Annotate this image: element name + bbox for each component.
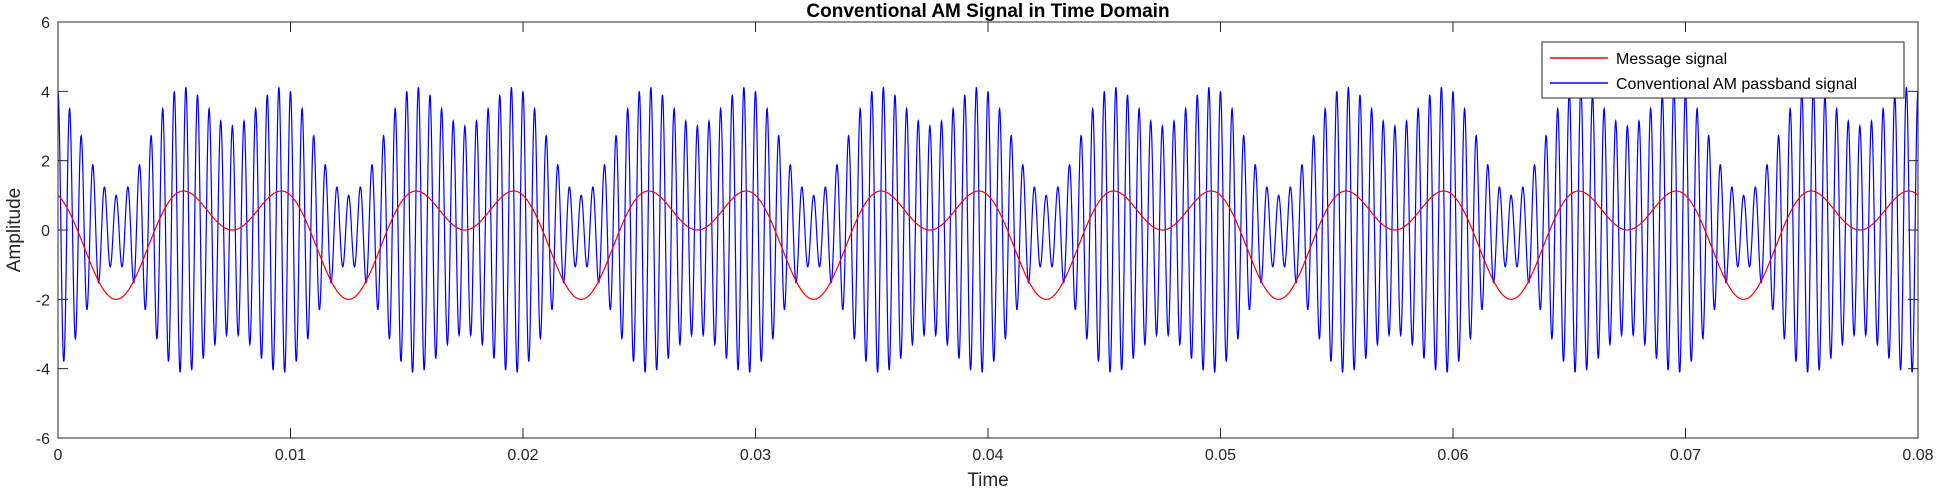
x-tick-label: 0.06 [1437,447,1468,464]
y-tick-label: 4 [41,84,50,101]
x-tick-label: 0 [54,447,63,464]
chart-title: Conventional AM Signal in Time Domain [806,1,1169,22]
legend-entry-0: Message signal [1616,51,1727,68]
y-tick-label: 6 [41,15,50,32]
tick-labels: 0 0.01 0.02 0.03 0.04 0.05 0.06 0.07 0.08 -6 -4 -2 0… [36,15,1934,464]
x-tick-label: 0.02 [507,447,538,464]
x-tick-label: 0.05 [1205,447,1236,464]
y-tick-label: -6 [36,431,50,448]
legend-entry-1: Conventional AM passband signal [1616,76,1857,93]
y-tick-label: -2 [36,292,50,309]
x-axis-label: Time [967,470,1009,490]
legend: Message signal Conventional AM passband s… [1541,41,1905,99]
tick-marks [57,21,1919,439]
y-tick-label: -4 [36,362,50,379]
x-tick-label: 0.08 [1902,447,1933,464]
x-tick-label: 0.03 [740,447,771,464]
x-tick-label: 0.07 [1670,447,1701,464]
series-line-message-signal [58,190,1918,300]
x-tick-label: 0.01 [275,447,306,464]
x-tick-label: 0.04 [972,447,1003,464]
series-line-am-passband-signal [58,87,1918,373]
y-tick-label: 0 [41,223,50,240]
legend-box [1541,41,1905,99]
plot-area [58,87,1918,373]
y-axis-label: Amplitude [4,188,25,273]
y-tick-label: 2 [41,154,50,171]
